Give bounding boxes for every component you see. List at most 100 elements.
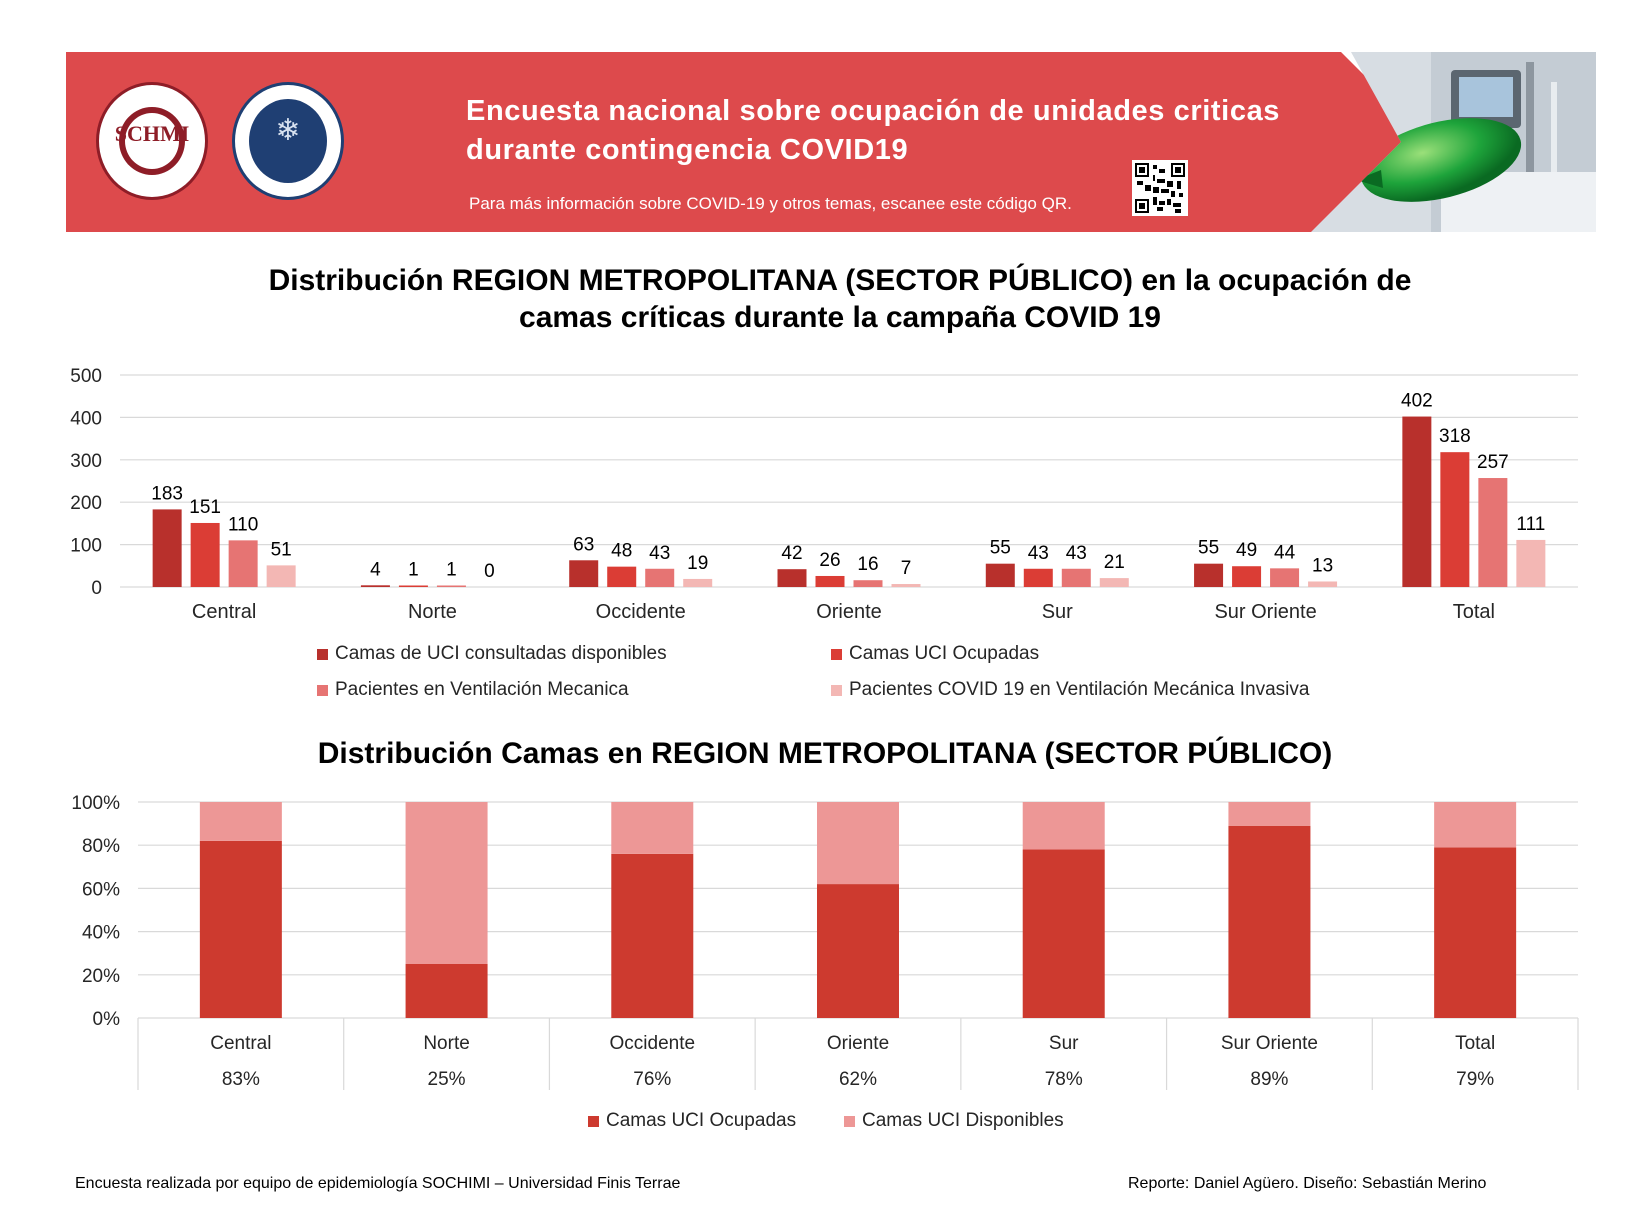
- chart1-ytick-label: 500: [70, 366, 102, 387]
- chart2-table-value: 89%: [1250, 1069, 1288, 1090]
- chart2-bar-segment: [1022, 802, 1105, 850]
- chart2-bar-segment: [199, 840, 282, 1018]
- chart2-ytick-label: 20%: [82, 966, 120, 987]
- banner-background: [66, 52, 1431, 232]
- footer-credit-design: Reporte: Daniel Agüero. Diseño: Sebastiá…: [1128, 1175, 1487, 1192]
- chart2-table-value: 62%: [839, 1069, 877, 1090]
- chart1-ytick-label: 0: [91, 578, 102, 599]
- chart2-bar-segment: [1434, 847, 1517, 1018]
- legend2-item-2: Camas UCI Disponibles: [844, 1110, 1064, 1132]
- chart1-data-label: 43: [1028, 543, 1049, 564]
- chart2-category-label: Oriente: [827, 1033, 889, 1054]
- chart2-bar-segment: [405, 964, 488, 1018]
- tree-icon: ❄: [275, 114, 301, 147]
- legend1-swatch-4: [831, 684, 842, 696]
- chart1-bar: [645, 568, 675, 587]
- chart1-data-label: 43: [1066, 543, 1087, 564]
- banner-subtitle: Para más información sobre COVID-19 y ot…: [469, 194, 1072, 213]
- chart1-bar: [266, 565, 296, 587]
- chart1-category-label: Sur Oriente: [1214, 601, 1316, 623]
- chart1-ytick-label: 200: [70, 493, 102, 514]
- chart1-bar: [891, 584, 921, 587]
- chart1-ytick-label: 300: [70, 451, 102, 472]
- legend2-swatch-1: [588, 1115, 599, 1127]
- banner-title-line1: Encuesta nacional sobre ocupación de uni…: [466, 95, 1281, 127]
- legend1-label-2: Camas UCI Ocupadas: [849, 643, 1040, 664]
- chart1-ytick-label: 400: [70, 408, 102, 429]
- chart1-data-label: 42: [781, 543, 802, 564]
- chart2-category-label: Sur: [1049, 1033, 1079, 1054]
- chart2-bar-segment: [405, 802, 488, 964]
- legend1-item-3: Pacientes en Ventilación Mecanica: [317, 679, 629, 701]
- chart1-data-label: 55: [1198, 538, 1219, 559]
- chart2-category-label: Norte: [423, 1033, 469, 1054]
- chart1-data-label: 48: [611, 541, 632, 562]
- chart1-category-label: Sur: [1042, 601, 1073, 623]
- chart1-bar: [569, 560, 599, 587]
- chart1-bar: [607, 566, 637, 587]
- sochimi-logo: SCHMI: [96, 82, 208, 200]
- chart1-data-label: 55: [990, 538, 1011, 559]
- chart1-bar: [985, 563, 1015, 587]
- chart2-category-label: Total: [1455, 1033, 1495, 1054]
- chart1-data-label: 4: [370, 559, 381, 580]
- chart1-bar: [398, 585, 428, 587]
- chart1-data-label: 151: [189, 497, 221, 518]
- legend1-item-2: Camas UCI Ocupadas: [831, 643, 1039, 665]
- chart1-bar: [228, 540, 258, 587]
- chart1-data-label: 16: [857, 554, 878, 575]
- chart2-table-value: 79%: [1456, 1069, 1494, 1090]
- chart1-ytick-label: 100: [70, 536, 102, 557]
- chart1-bar: [853, 580, 883, 587]
- footer-credit-survey: Encuesta realizada por equipo de epidemi…: [75, 1175, 681, 1192]
- chart1-data-label: 318: [1439, 426, 1471, 447]
- chart2-ytick-label: 60%: [82, 879, 120, 900]
- chart2-bar-segment: [1434, 802, 1517, 848]
- chart1-bar: [815, 575, 845, 587]
- chart1-bar: [1440, 452, 1470, 587]
- chart1-category-label: Occidente: [596, 601, 686, 623]
- chart1-data-label: 49: [1236, 540, 1257, 561]
- qr-code-icon[interactable]: [1132, 160, 1188, 216]
- chart1-data-label: 110: [228, 514, 258, 535]
- header-banner: SCHMI ❄ Encuesta nacional sobre ocupació…: [66, 52, 1596, 232]
- chart1-category-label: Oriente: [816, 601, 882, 623]
- chart2-category-label: Occidente: [610, 1033, 696, 1054]
- chart1-data-label: 43: [649, 543, 670, 564]
- chart1-data-label: 0: [484, 561, 495, 582]
- chart2-bar-segment: [1228, 825, 1311, 1018]
- chart1-data-label: 44: [1274, 542, 1296, 563]
- banner-red-arrow: [66, 52, 1431, 232]
- chart1-data-label: 13: [1312, 555, 1333, 576]
- chart2-bar-segment: [817, 884, 899, 1018]
- chart1-data-label: 51: [271, 539, 292, 560]
- chart1-bar: [436, 585, 466, 587]
- chart1-title-line1: Distribución REGION METROPOLITANA (SECTO…: [268, 264, 1412, 297]
- chart1-bar: [152, 509, 182, 587]
- legend2-label-1: Camas UCI Ocupadas: [606, 1110, 797, 1131]
- chart1-data-label: 7: [901, 558, 912, 579]
- chart2-bar-segment: [1228, 802, 1311, 826]
- chart2-ytick-label: 0%: [93, 1009, 121, 1030]
- chart2-ytick-label: 100%: [71, 793, 120, 814]
- chart2-bar-segment: [817, 802, 899, 885]
- chart1-category-label: Total: [1453, 601, 1495, 623]
- chart1-data-label: 19: [687, 553, 708, 574]
- finis-terrae-logo: ❄: [232, 82, 344, 200]
- legend1-swatch-1: [317, 648, 328, 660]
- legend1-swatch-3: [317, 684, 328, 696]
- legend1-label-3: Pacientes en Ventilación Mecanica: [335, 679, 629, 700]
- chart2-category-label: Central: [210, 1033, 271, 1054]
- chart1-bar: [1308, 581, 1338, 587]
- chart1-bar: [1270, 568, 1300, 587]
- chart2-plot: 0% 20% 40% 60% 80% 100% Central 83% Norte 25% Occi…: [71, 793, 1579, 1090]
- chart1-data-label: 21: [1104, 552, 1125, 573]
- legend2-label-2: Camas UCI Disponibles: [862, 1110, 1064, 1131]
- chart2-bar-segment: [199, 802, 282, 841]
- chart1-data-label: 1: [446, 560, 457, 581]
- chart2-table-value: 76%: [633, 1069, 671, 1090]
- legend1-swatch-2: [831, 648, 842, 660]
- sochimi-logo-monogram: SCHMI: [114, 121, 190, 146]
- chart2-bar-segment: [611, 853, 694, 1018]
- chart1-data-label: 111: [1516, 514, 1545, 535]
